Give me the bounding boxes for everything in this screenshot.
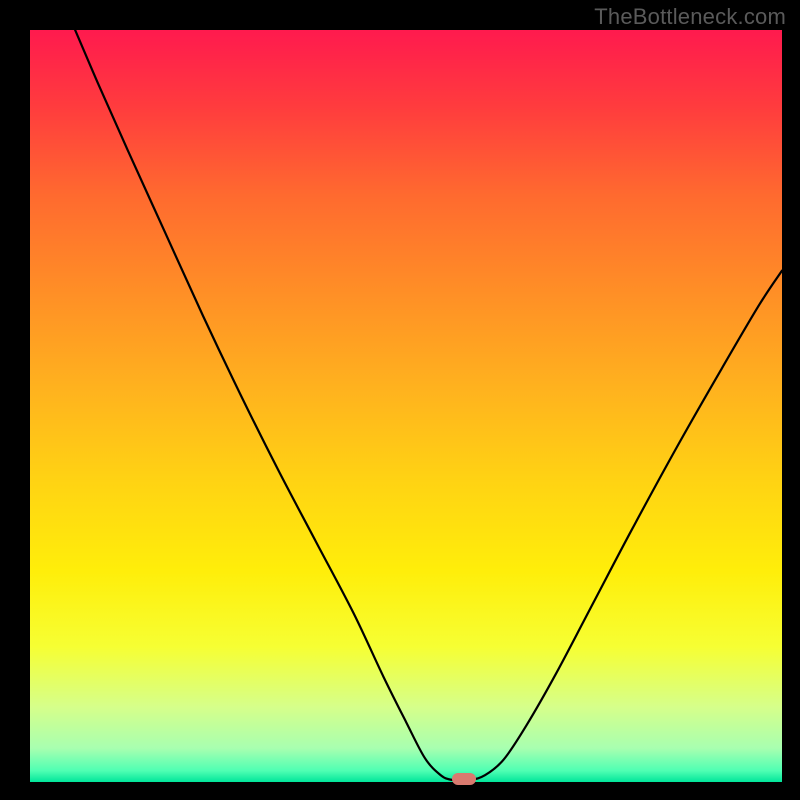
curve-svg — [30, 30, 782, 782]
bottleneck-curve-path — [75, 30, 782, 780]
min-marker — [452, 773, 476, 785]
plot-area — [30, 30, 782, 782]
chart-frame: TheBottleneck.com — [0, 0, 800, 800]
watermark-text: TheBottleneck.com — [594, 4, 786, 30]
